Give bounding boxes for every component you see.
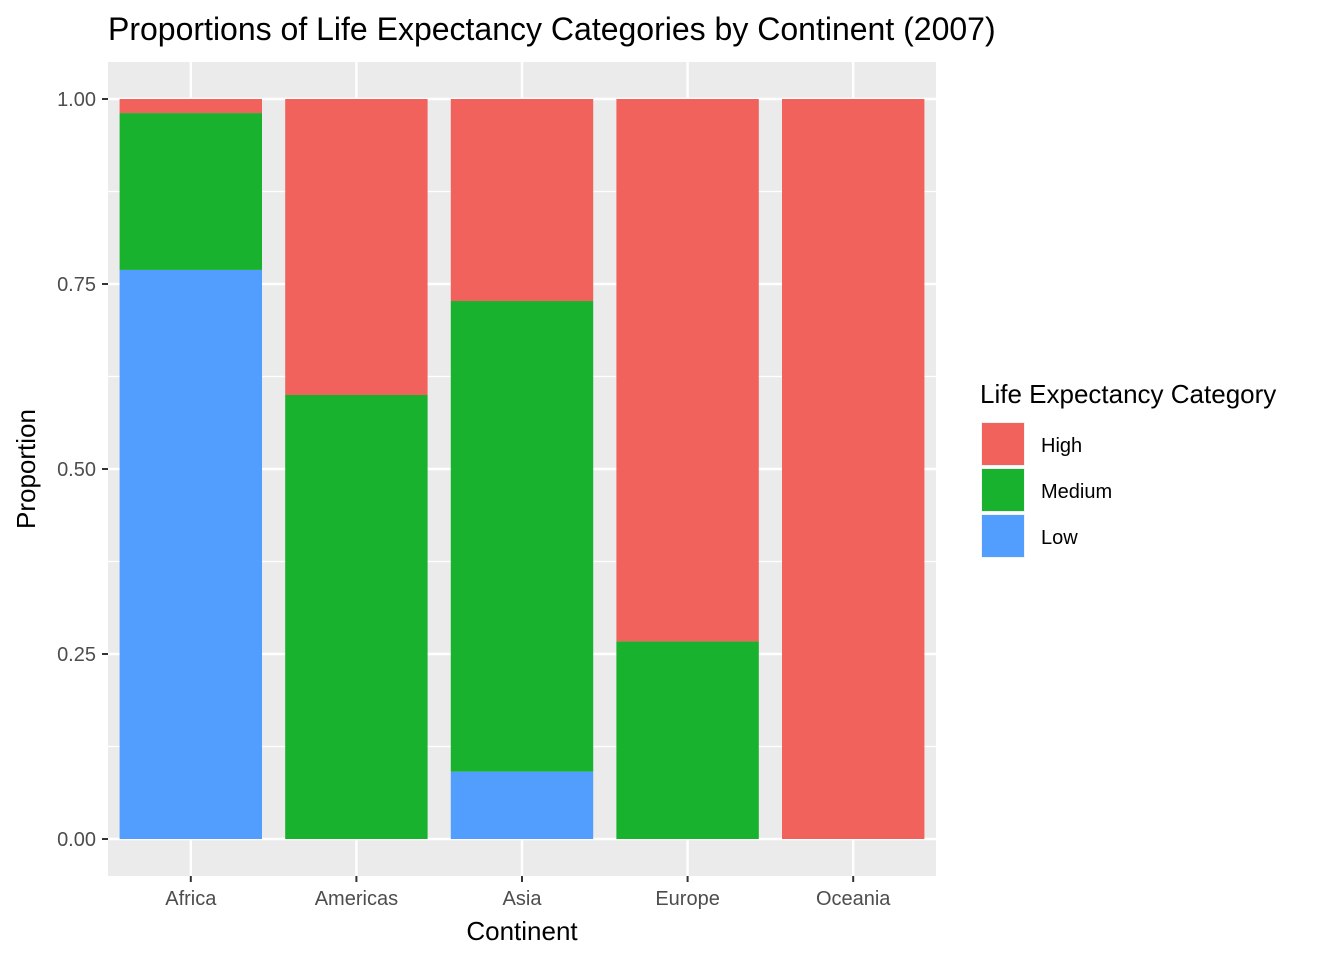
x-tick-label: Europe <box>655 888 720 910</box>
x-axis-title: Continent <box>466 916 578 946</box>
legend-items: High Medium Low <box>981 422 1112 558</box>
y-tick-label: 0.00 <box>57 829 96 851</box>
legend: Life Expectancy Category High Medium Low <box>980 379 1276 558</box>
bar-high-africa <box>119 99 263 114</box>
legend-label-medium: Medium <box>1041 481 1112 503</box>
bar-low-asia <box>450 771 594 839</box>
x-tick-label: Asia <box>503 888 543 910</box>
bar-medium-africa <box>119 113 263 270</box>
chart-title: Proportions of Life Expectancy Categorie… <box>108 11 996 47</box>
y-tick-label: 1.00 <box>57 89 96 111</box>
bar-medium-americas <box>285 395 428 839</box>
bar-high-oceania <box>781 99 925 839</box>
x-tick-label: Americas <box>315 888 398 910</box>
y-tick-label: 0.75 <box>57 274 96 296</box>
bar-medium-asia <box>450 301 594 772</box>
legend-swatch-medium <box>982 469 1024 511</box>
bars-layer <box>119 99 925 839</box>
legend-label-high: High <box>1041 435 1082 457</box>
legend-title: Life Expectancy Category <box>980 379 1276 409</box>
bar-high-europe <box>616 99 759 642</box>
bar-medium-europe <box>616 641 759 839</box>
legend-label-low: Low <box>1041 527 1078 549</box>
x-tick-label: Oceania <box>816 888 891 910</box>
x-tick-label: Africa <box>165 888 217 910</box>
legend-swatch-high <box>982 423 1024 465</box>
y-tick-label: 0.25 <box>57 644 96 666</box>
bar-high-asia <box>450 99 594 302</box>
y-axis-title: Proportion <box>11 409 41 529</box>
axes-layer: 0.00 0.25 0.50 0.75 1.00 Africa Americas Asia Eu… <box>57 89 891 910</box>
y-tick-label: 0.50 <box>57 459 96 481</box>
legend-swatch-low <box>982 515 1024 557</box>
bar-high-americas <box>285 99 428 395</box>
bar-low-africa <box>119 269 263 839</box>
